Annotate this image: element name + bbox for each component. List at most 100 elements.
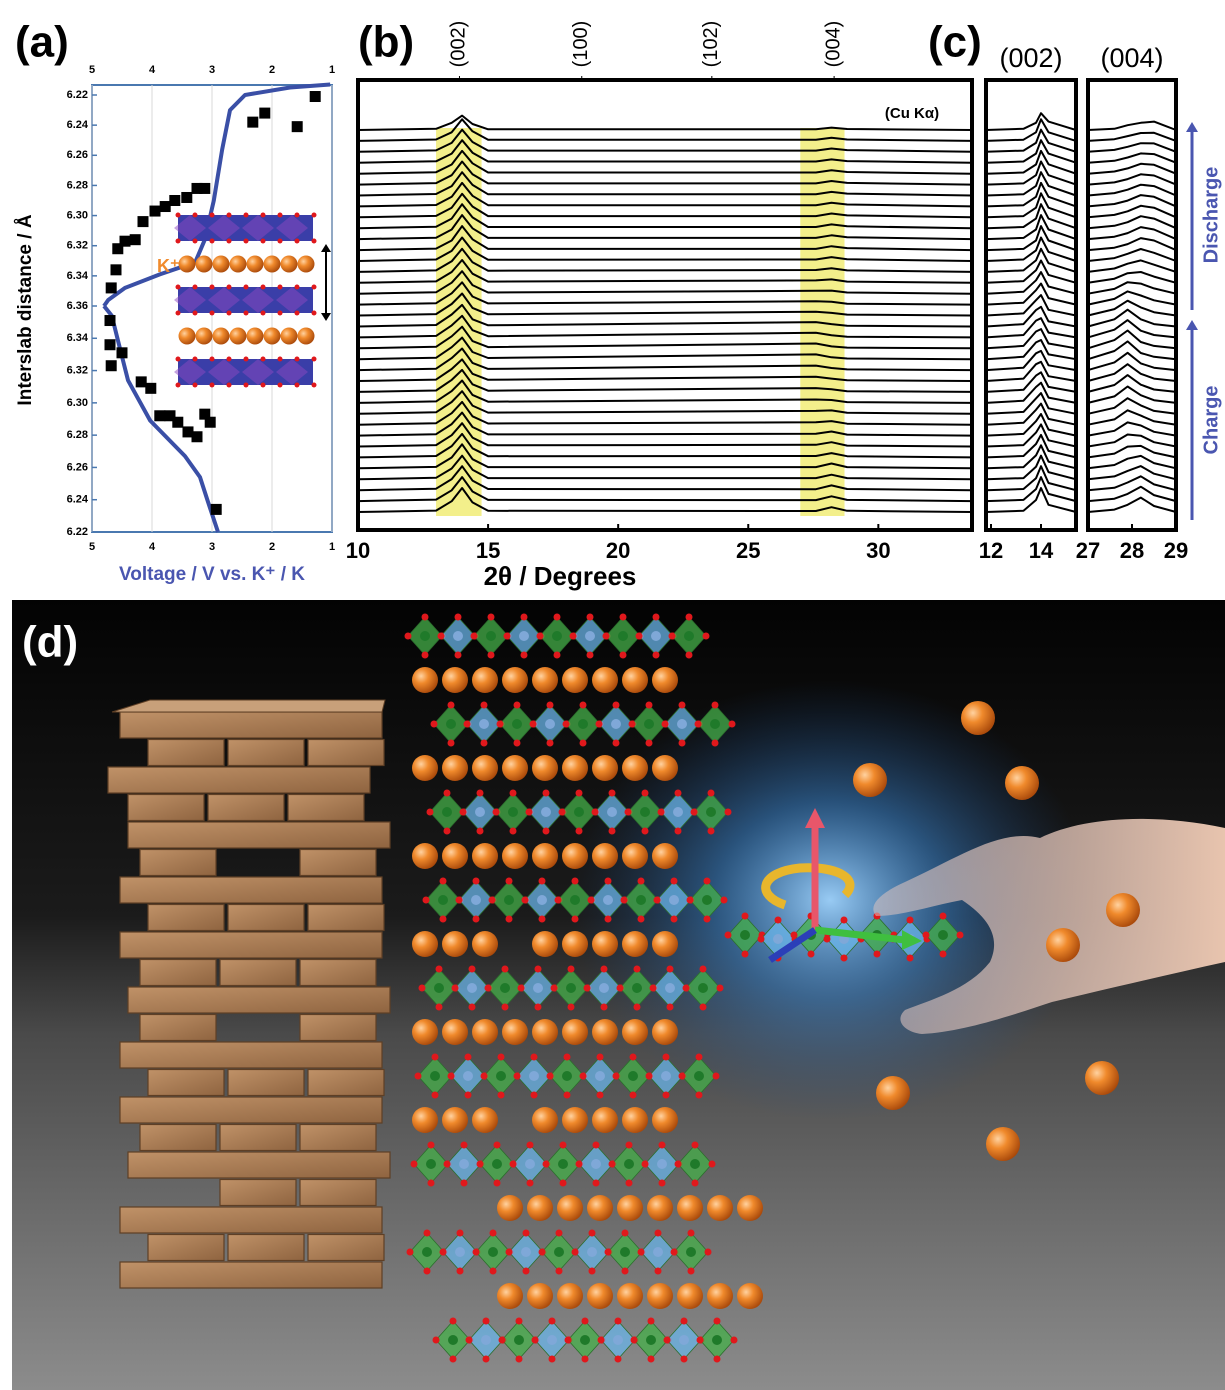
pattern-curve <box>1087 281 1177 295</box>
metal-atom <box>938 930 948 940</box>
oxygen-atom <box>612 739 620 747</box>
inset-octahedron <box>242 287 274 313</box>
potassium-ion <box>617 1283 643 1309</box>
jenga-block <box>299 1178 377 1207</box>
jenga-block <box>119 1206 383 1234</box>
pattern-curve <box>357 443 973 470</box>
pattern-curve <box>357 270 973 295</box>
potassium-ion <box>562 931 588 957</box>
oxygen-atom <box>691 1141 699 1149</box>
oxygen-atom <box>575 827 583 835</box>
oxygen-atom <box>674 789 682 797</box>
oxygen-atom <box>439 1248 447 1256</box>
panel-label: (a) <box>15 18 69 67</box>
oxygen-atom <box>685 651 693 659</box>
inset-ion <box>195 327 213 345</box>
x-tick-label-top: 5 <box>89 64 95 76</box>
inset-ion <box>280 255 298 273</box>
oxygen-atom <box>468 965 476 973</box>
oxygen-atom <box>678 701 686 709</box>
oxygen-atom <box>421 613 429 621</box>
pattern-curve <box>357 128 973 153</box>
jenga-block <box>147 1068 225 1097</box>
potassium-ion <box>737 1283 763 1309</box>
oxygen-atom <box>774 916 782 924</box>
y-tick-label: 6.30 <box>67 209 88 221</box>
oxygen-atom <box>484 984 492 992</box>
oxygen-atom <box>459 808 467 816</box>
oxygen-atom <box>687 1229 695 1237</box>
potassium-ion <box>472 843 498 869</box>
potassium-ion <box>587 1283 613 1309</box>
data-point <box>259 107 271 119</box>
oxygen-atom <box>922 931 930 939</box>
metal-atom <box>607 807 617 817</box>
floating-ion <box>1005 766 1039 800</box>
oxygen-atom <box>685 613 693 621</box>
potassium-ion <box>412 667 438 693</box>
oxygen-atom <box>614 1355 622 1363</box>
metal-atom <box>694 1071 704 1081</box>
metal-atom <box>706 807 716 817</box>
floating-ion <box>876 1076 910 1110</box>
oxygen-atom <box>873 950 881 958</box>
data-point <box>204 416 216 428</box>
oxygen-atom <box>579 701 587 709</box>
inset-oxygen <box>260 310 266 316</box>
oxygen-atom <box>476 1160 484 1168</box>
oxygen-atom <box>554 896 562 904</box>
inset-oxygen <box>311 310 317 316</box>
pattern-curve <box>985 465 1077 492</box>
pattern-curve <box>985 402 1077 426</box>
oxygen-atom <box>711 701 719 709</box>
jenga-block <box>299 958 377 987</box>
inset-oxygen <box>277 238 283 244</box>
oxygen-atom <box>529 720 537 728</box>
oxygen-atom <box>505 915 513 923</box>
pattern-curve <box>357 247 973 273</box>
metal-atom <box>684 631 694 641</box>
oxygen-atom <box>670 1248 678 1256</box>
oxygen-atom <box>505 1248 513 1256</box>
pattern-curve <box>985 305 1077 328</box>
oxygen-atom <box>730 1336 738 1344</box>
metal-atom <box>712 1335 722 1345</box>
pattern-curve <box>985 128 1077 153</box>
oxygen-atom <box>548 1355 556 1363</box>
oxygen-atom <box>435 1003 443 1011</box>
metal-atom <box>624 1159 634 1169</box>
oxygen-atom <box>604 1248 612 1256</box>
metal-atom <box>566 983 576 993</box>
metal-atom <box>537 895 547 905</box>
oxygen-atom <box>465 1336 473 1344</box>
oxygen-atom <box>454 651 462 659</box>
metal-atom <box>653 1247 663 1257</box>
metal-atom <box>578 719 588 729</box>
inset-oxygen <box>192 310 198 316</box>
data-point <box>169 195 181 206</box>
pattern-curve <box>357 303 973 328</box>
potassium-ion <box>562 667 588 693</box>
inset-oxygen <box>209 356 215 362</box>
inset-ion <box>212 327 230 345</box>
pattern-curve <box>985 433 1077 459</box>
oxygen-atom <box>567 965 575 973</box>
potassium-ion <box>502 667 528 693</box>
pattern-curve <box>1087 215 1177 230</box>
oxygen-atom <box>538 915 546 923</box>
oxygen-atom <box>600 1003 608 1011</box>
pattern-curve <box>357 454 973 481</box>
inset-oxygen <box>260 382 266 388</box>
oxygen-atom <box>586 613 594 621</box>
oxygen-atom <box>666 965 674 973</box>
oxygen-atom <box>476 827 484 835</box>
pattern-curve <box>1087 120 1177 131</box>
jenga-block <box>119 1041 383 1069</box>
potassium-ion <box>502 1019 528 1045</box>
metal-atom <box>585 631 595 641</box>
jenga-block <box>299 1013 377 1042</box>
metal-atom <box>453 631 463 641</box>
reflection-label: (102) <box>700 21 722 68</box>
inset-octahedron <box>276 215 308 241</box>
pattern-curve <box>357 139 973 164</box>
